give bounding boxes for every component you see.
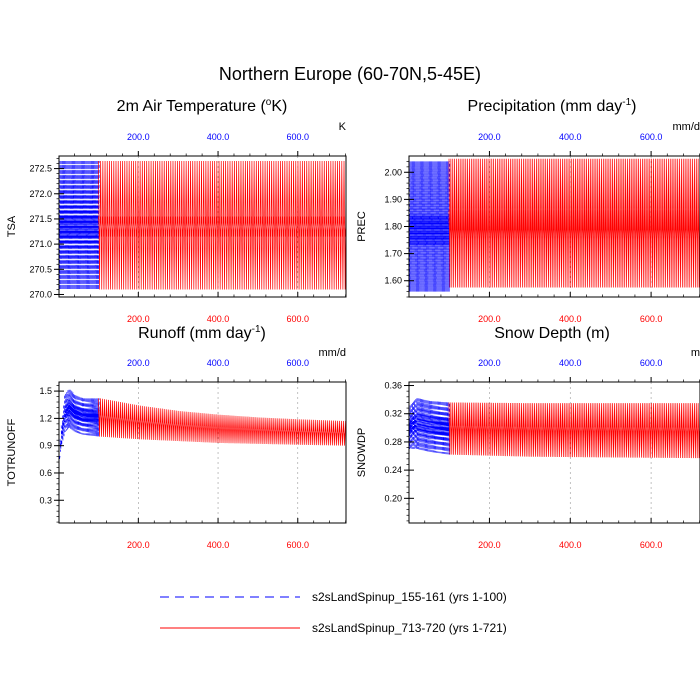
series-line <box>59 389 100 460</box>
x-top-tick-label: 200.0 <box>478 358 501 368</box>
x-top-tick-label: 600.0 <box>640 132 663 142</box>
plot-frame <box>408 381 700 524</box>
x-tick-label: 600.0 <box>287 314 310 324</box>
chart-panel-tsa: 2m Air Temperature (oK) K TSA 270.0 270.5 271… <box>6 97 347 324</box>
chart-panel-totrunoff: Runoff (mm day-1) mm/d TOTRUNOFF 0.3 0.6 0.9 1… <box>6 324 347 550</box>
panel-title: Runoff (mm day-1) <box>138 324 266 342</box>
x-top-tick-label: 200.0 <box>127 358 150 368</box>
x-top-tick-label: 400.0 <box>207 358 230 368</box>
y-tick-label: 0.3 <box>39 495 52 505</box>
y-tick-label: 271.0 <box>29 239 52 249</box>
y-axis-label: SNOWDP <box>356 428 368 478</box>
x-top-tick-label: 200.0 <box>127 132 150 142</box>
units-label: mm/d <box>319 347 347 359</box>
y-tick-label: 0.32 <box>384 409 402 419</box>
x-tick-label: 400.0 <box>559 314 582 324</box>
y-tick-label: 0.9 <box>39 441 52 451</box>
legend-label-blue: s2sLandSpinup_155-161 (yrs 1-100) <box>312 590 507 604</box>
x-top-tick-label: 600.0 <box>287 358 310 368</box>
x-top-tick-label: 400.0 <box>207 132 230 142</box>
y-axis-label: TOTRUNOFF <box>6 418 18 486</box>
x-tick-label: 200.0 <box>127 314 150 324</box>
plot-frame <box>58 155 347 298</box>
panel-title: Precipitation (mm day-1) <box>468 97 637 115</box>
y-tick-label: 1.5 <box>39 386 52 396</box>
series-line <box>409 398 451 455</box>
x-tick-label: 400.0 <box>207 540 230 550</box>
series-line <box>59 161 100 290</box>
y-tick-label: 270.0 <box>29 289 52 299</box>
x-top-tick-label: 400.0 <box>559 132 582 142</box>
panels: 2m Air Temperature (oK) K TSA 270.0 270.5 271… <box>6 97 700 550</box>
y-tick-label: 0.28 <box>384 437 402 447</box>
y-tick-label: 1.80 <box>384 222 402 232</box>
x-tick-label: 600.0 <box>287 540 310 550</box>
y-tick-label: 1.2 <box>39 413 52 423</box>
x-tick-label: 600.0 <box>640 540 663 550</box>
series-line <box>98 398 346 446</box>
panel-title: 2m Air Temperature (oK) <box>117 97 288 115</box>
units-label: m <box>691 347 700 359</box>
data-area <box>59 389 346 460</box>
y-tick-label: 0.20 <box>384 493 402 503</box>
x-tick-label: 400.0 <box>559 540 582 550</box>
x-tick-label: 200.0 <box>478 314 501 324</box>
x-tick-label: 200.0 <box>127 540 150 550</box>
data-area <box>409 398 700 459</box>
y-tick-label: 272.5 <box>29 164 52 174</box>
x-top-tick-label: 600.0 <box>287 132 310 142</box>
y-tick-label: 1.60 <box>384 276 402 286</box>
series-line <box>98 161 346 290</box>
x-tick-label: 400.0 <box>207 314 230 324</box>
y-tick-label: 1.90 <box>384 194 402 204</box>
y-tick-label: 271.5 <box>29 214 52 224</box>
series-line <box>448 158 700 288</box>
x-tick-label: 600.0 <box>640 314 663 324</box>
data-area <box>409 158 700 292</box>
units-label: mm/d <box>673 121 700 133</box>
x-top-tick-label: 400.0 <box>559 358 582 368</box>
y-tick-label: 0.36 <box>384 381 402 391</box>
y-tick-label: 272.0 <box>29 189 52 199</box>
x-tick-label: 200.0 <box>478 540 501 550</box>
y-axis-label: TSA <box>6 215 18 237</box>
main-title: Northern Europe (60-70N,5-45E) <box>219 64 481 84</box>
data-area <box>59 161 346 290</box>
y-tick-label: 1.70 <box>384 249 402 259</box>
legend-label-red: s2sLandSpinup_713-720 (yrs 1-721) <box>312 621 507 635</box>
chart-panel-snowdp: Snow Depth (m) m SNOWDP 0.20 0.24 0.28 0.32 0.3… <box>356 325 700 550</box>
legend: s2sLandSpinup_155-161 (yrs 1-100) s2sLan… <box>160 590 507 635</box>
series-line <box>448 402 700 459</box>
y-axis-label: PREC <box>356 211 368 242</box>
y-tick-label: 0.24 <box>384 465 402 475</box>
y-tick-label: 0.6 <box>39 468 52 478</box>
x-top-tick-label: 200.0 <box>478 132 501 142</box>
units-label: K <box>339 121 347 133</box>
chart-panel-prec: Precipitation (mm day-1) mm/d PREC 1.60 1.70… <box>356 97 700 324</box>
plot-frame <box>58 381 347 524</box>
y-tick-label: 270.5 <box>29 264 52 274</box>
x-top-tick-label: 600.0 <box>640 358 663 368</box>
series-line <box>409 161 451 292</box>
y-tick-label: 2.00 <box>384 167 402 177</box>
panel-title: Snow Depth (m) <box>494 325 610 342</box>
